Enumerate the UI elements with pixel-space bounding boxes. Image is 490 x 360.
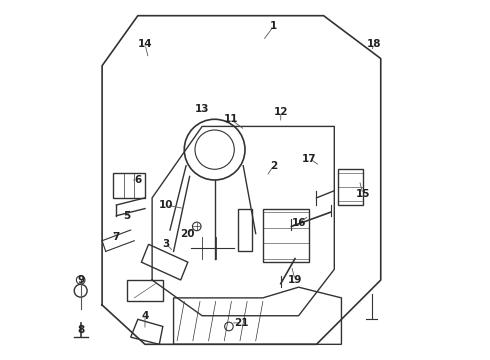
Text: 20: 20 — [181, 229, 195, 239]
Text: 8: 8 — [77, 325, 84, 335]
Text: 15: 15 — [356, 189, 370, 199]
Text: 18: 18 — [367, 39, 381, 49]
Text: 13: 13 — [195, 104, 209, 113]
Text: 17: 17 — [302, 154, 317, 163]
Text: 19: 19 — [288, 275, 302, 285]
Text: 7: 7 — [113, 232, 120, 242]
Text: 10: 10 — [159, 200, 173, 210]
Text: 11: 11 — [223, 114, 238, 124]
Text: 1: 1 — [270, 21, 277, 31]
Text: 2: 2 — [270, 161, 277, 171]
Text: 14: 14 — [138, 39, 152, 49]
Text: 9: 9 — [77, 275, 84, 285]
Text: 4: 4 — [141, 311, 148, 321]
Text: 5: 5 — [123, 211, 131, 221]
Text: 21: 21 — [234, 318, 249, 328]
Text: 3: 3 — [163, 239, 170, 249]
Text: 12: 12 — [273, 107, 288, 117]
Text: 6: 6 — [134, 175, 142, 185]
Text: 16: 16 — [292, 218, 306, 228]
